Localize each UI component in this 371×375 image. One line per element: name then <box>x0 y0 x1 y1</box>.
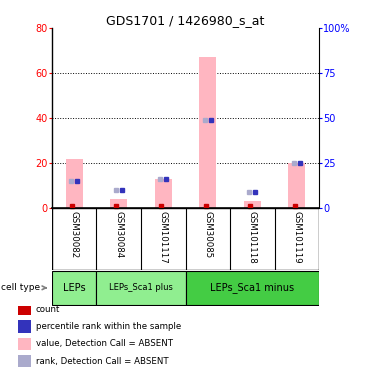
Text: LEPs: LEPs <box>63 283 85 293</box>
Bar <box>110 199 127 208</box>
Text: percentile rank within the sample: percentile rank within the sample <box>36 322 181 331</box>
Bar <box>18 355 30 368</box>
Text: LEPs_Sca1 plus: LEPs_Sca1 plus <box>109 284 173 292</box>
Bar <box>288 163 305 208</box>
Text: LEPs_Sca1 minus: LEPs_Sca1 minus <box>210 282 294 293</box>
Bar <box>244 201 261 208</box>
Bar <box>199 57 216 208</box>
Text: GSM101118: GSM101118 <box>248 211 257 264</box>
Bar <box>96 271 186 305</box>
Title: GDS1701 / 1426980_s_at: GDS1701 / 1426980_s_at <box>106 14 265 27</box>
Bar <box>155 179 172 208</box>
Bar <box>18 338 30 350</box>
Text: GSM101119: GSM101119 <box>292 211 301 264</box>
Text: GSM30082: GSM30082 <box>70 211 79 258</box>
Text: GSM30084: GSM30084 <box>114 211 123 258</box>
Text: count: count <box>36 304 60 313</box>
Text: value, Detection Call = ABSENT: value, Detection Call = ABSENT <box>36 339 173 348</box>
Bar <box>18 303 30 315</box>
Text: GSM30085: GSM30085 <box>203 211 212 258</box>
Text: GSM101117: GSM101117 <box>159 211 168 264</box>
Bar <box>18 320 30 333</box>
Bar <box>186 271 319 305</box>
Text: rank, Detection Call = ABSENT: rank, Detection Call = ABSENT <box>36 357 168 366</box>
Bar <box>66 159 83 208</box>
Bar <box>52 271 96 305</box>
Text: cell type: cell type <box>1 284 46 292</box>
